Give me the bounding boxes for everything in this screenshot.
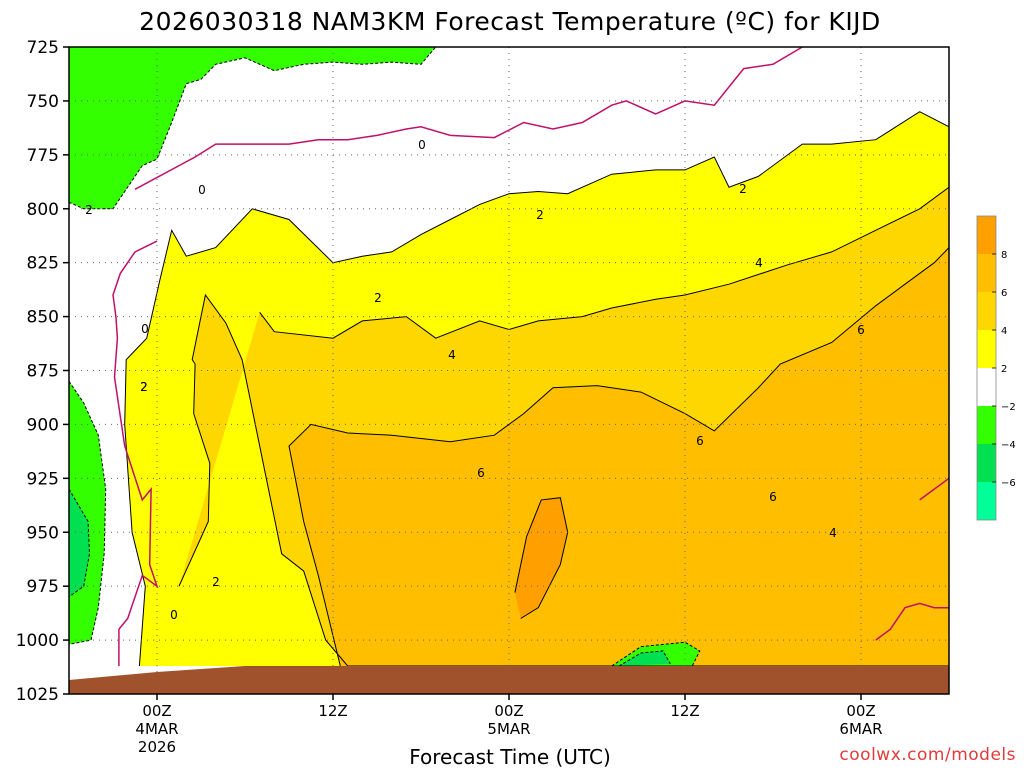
legend-swatch [977,254,996,292]
x-tick-label: 2026 [138,738,176,756]
region-ge8 [514,497,568,619]
contour-label: 4 [448,348,456,362]
chart-title: 2026030318 NAM3KM Forecast Temperature (… [139,7,881,36]
legend-swatch [977,368,996,406]
contour-label: 0 [418,138,426,152]
contour-label: 4 [829,526,837,540]
contour-label: 2 [374,291,382,305]
contour-label: 0 [141,322,149,336]
contour-label: 6 [769,490,777,504]
zero-isotherm-line [875,602,949,641]
x-tick-label: 6MAR [839,720,882,738]
contour-lt_m4_left [69,488,91,598]
ground-layer [69,665,949,694]
zero-isotherm-line [134,47,803,190]
legend-tick-label: 4 [1001,326,1007,337]
contour-label: 2 [140,380,148,394]
contour-label: 2 [536,208,544,222]
color-legend: 8 6 4 2 −2 −4 −6 [976,215,1016,521]
contour-lt_m2_bottom [611,641,701,667]
contour-ge8 [514,497,569,619]
y-tick-label: 900 [27,415,59,435]
contour-lt_m2_left [69,381,107,645]
legend-swatch [977,330,996,368]
y-tick-label: 1000 [16,631,59,651]
y-tick-label: 975 [27,577,59,597]
contour-ge2 [124,111,949,667]
legend-tick-label: 6 [1001,288,1007,299]
x-tick-label: 00Z [846,702,875,720]
contour-label: 4 [755,256,763,270]
x-tick-label: 00Z [142,702,171,720]
legend-swatch [977,216,996,254]
y-tick-label: 775 [27,146,59,166]
credit-text: coolwx.com/models [839,745,1016,765]
y-tick-label: 950 [27,523,59,543]
x-tick-label: 5MAR [487,720,530,738]
contour-ge4 [178,186,949,667]
legend-tick-label: 8 [1001,250,1007,261]
contour-label: 2 [212,575,220,589]
contour-lt_m2_top [69,47,437,210]
region-lt_m2_top [69,47,436,209]
y-tick-label: 925 [27,469,59,489]
y-tick-label: 825 [27,254,59,274]
legend-tick-label: −6 [1001,478,1016,489]
contour-label: 0 [198,183,206,197]
legend-tick-label: −4 [1001,440,1016,451]
y-tick-label: 850 [27,308,59,328]
legend-swatch [977,406,996,444]
contour-label: 6 [857,323,865,337]
contour-label: 6 [696,434,704,448]
legend-swatch [977,292,996,330]
legend-tick-label: −2 [1001,402,1016,413]
x-axis-title: Forecast Time (UTC) [409,745,611,768]
x-tick-label: 12Z [318,702,347,720]
legend-swatch [977,482,996,520]
y-tick-label: 725 [27,38,59,58]
y-tick-label: 875 [27,362,59,382]
y-tick-label: 1025 [16,685,59,705]
contour-label: 2 [85,203,93,217]
contour-lt_m4_bottom [618,650,671,667]
contour-label: 0 [170,608,178,622]
contour-label: 2 [140,380,148,394]
ground-surface [69,665,949,694]
zero-isotherm-line [112,240,159,666]
y-tick-label: 750 [27,92,59,112]
contour-label: 6 [477,466,485,480]
region-ge6 [289,247,949,666]
contour-label: 2 [739,182,747,196]
x-tick-label: 4MAR [135,720,178,738]
y-axis: 725 750 775 800 825 850 875 900 925 950 975 1000 102… [16,38,69,705]
x-tick-label: 00Z [494,702,523,720]
region-lt_m4_bottom [619,650,671,666]
plot-area [69,47,949,694]
y-tick-label: 800 [27,200,59,220]
legend-tick-label: 2 [1001,364,1007,375]
zero-isotherm-line [919,477,949,501]
contour-lines [69,47,949,667]
contour-ge6 [288,246,949,667]
legend-swatch [977,444,996,482]
x-tick-label: 12Z [670,702,699,720]
